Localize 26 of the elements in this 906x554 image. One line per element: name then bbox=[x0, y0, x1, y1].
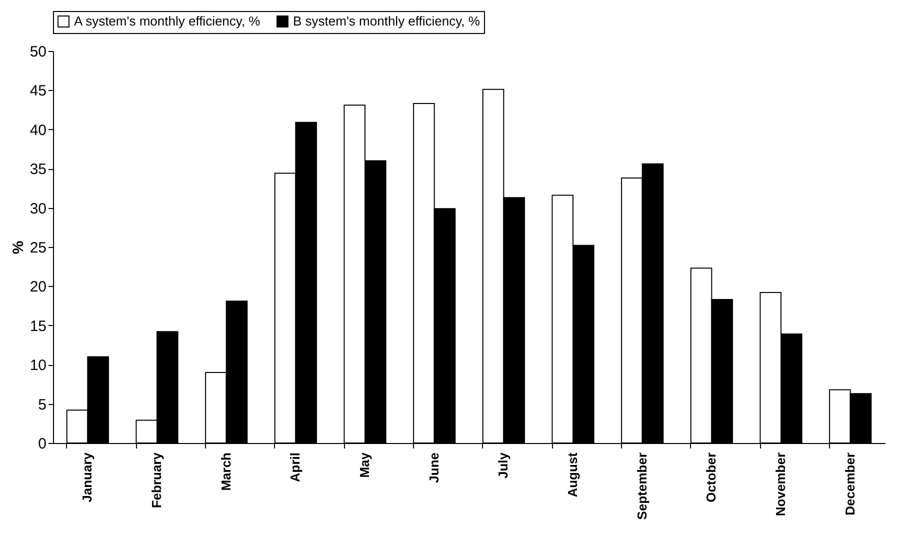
x-tick-label: November bbox=[773, 452, 788, 516]
y-tick-label: 20 bbox=[30, 278, 46, 296]
y-tick-label: 25 bbox=[30, 240, 46, 256]
x-tick-label: July bbox=[496, 452, 511, 479]
legend-label: A system's monthly efficiency, % bbox=[74, 14, 261, 29]
x-tick-label: February bbox=[149, 452, 164, 508]
x-tick-label: January bbox=[80, 452, 95, 502]
x-tick-label: June bbox=[426, 452, 442, 483]
y-tick-label: 45 bbox=[30, 82, 46, 100]
x-tick-label: May bbox=[357, 452, 372, 478]
y-tick-label: 35 bbox=[30, 161, 46, 178]
y-tick-label: 40 bbox=[30, 122, 46, 139]
legend-label: B system's monthly efficiency, % bbox=[293, 14, 480, 29]
y-axis-title: % bbox=[10, 240, 27, 254]
x-tick-label: April bbox=[288, 452, 303, 482]
y-tick-label: 5 bbox=[38, 396, 46, 414]
y-tick-label: 50 bbox=[30, 44, 46, 60]
x-tick-label: September bbox=[634, 452, 650, 520]
y-tick-label: 10 bbox=[30, 357, 46, 374]
x-tick-label: August bbox=[565, 452, 580, 498]
y-tick-label: 0 bbox=[38, 436, 46, 452]
x-tick-label: March bbox=[218, 452, 234, 491]
x-tick-label: December bbox=[842, 452, 858, 516]
x-tick-label: October bbox=[704, 452, 719, 502]
y-tick-label: 30 bbox=[30, 200, 46, 218]
y-tick-label: 15 bbox=[30, 318, 46, 335]
